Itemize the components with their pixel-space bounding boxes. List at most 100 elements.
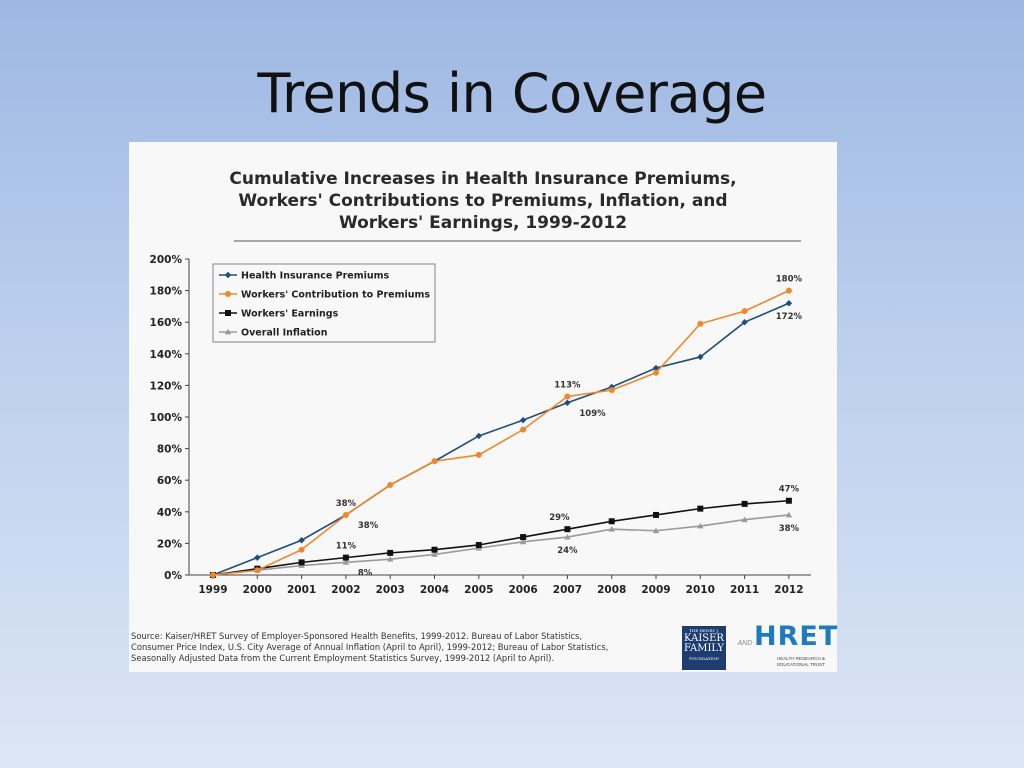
data-point — [741, 516, 748, 523]
y-tick-label: 20% — [157, 538, 183, 550]
data-label: 24% — [557, 546, 578, 556]
data-point — [387, 556, 394, 562]
data-point — [741, 500, 748, 507]
data-point — [697, 505, 704, 512]
hret-sub-line-1: HEALTH RESEARCH & — [777, 656, 825, 661]
series-line — [212, 499, 789, 576]
chart-title: Cumulative Increases in Health Insurance… — [129, 168, 837, 234]
data-point — [431, 458, 438, 465]
legend-label: Health Insurance Premiums — [241, 271, 390, 282]
line-chart: 0% 20% 40% 60% 80% 100% 120% 140% 160% 180% 200% 19… — [150, 240, 811, 596]
data-label: 38% — [779, 524, 800, 534]
data-point — [785, 287, 792, 294]
data-point — [431, 546, 438, 553]
data-label: 109% — [579, 409, 606, 419]
series-line — [212, 514, 789, 576]
data-point — [564, 399, 571, 406]
source-line-1: Source: Kaiser/HRET Survey of Employer-S… — [131, 631, 583, 641]
x-tick-label: 2007 — [553, 584, 582, 596]
source-line-2: Consumer Price Index, U.S. City Average … — [131, 642, 609, 652]
data-point — [608, 387, 615, 394]
kaiser-family-foundation-logo: THE HENRY J. KAISER FAMILY FOUNDATION — [682, 626, 726, 670]
data-point — [697, 522, 704, 529]
hret-logo: HRET — [754, 621, 839, 652]
data-point — [697, 353, 704, 361]
legend-marker — [224, 271, 232, 279]
data-label: 11% — [336, 542, 357, 552]
x-tick-label: 2001 — [287, 584, 316, 596]
y-tick-label: 180% — [150, 286, 183, 298]
data-point — [785, 300, 793, 307]
y-tick-label: 140% — [150, 349, 183, 361]
legend-label: Workers' Earnings — [241, 309, 339, 320]
data-point — [608, 525, 615, 532]
y-tick-label: 0% — [164, 570, 182, 582]
x-tick-label: 2008 — [597, 584, 626, 596]
data-point — [697, 320, 704, 327]
data-label: 113% — [554, 380, 581, 390]
hret-sub-line-2: EDUCATIONAL TRUST — [777, 662, 825, 667]
data-label: 38% — [336, 499, 357, 509]
x-tick-label: 2010 — [686, 584, 715, 596]
data-label: 29% — [549, 513, 570, 523]
kff-logo-line-1: KAISER — [684, 633, 724, 644]
data-point — [431, 551, 438, 557]
data-point — [653, 511, 659, 518]
data-point — [608, 518, 615, 525]
data-point — [210, 572, 216, 578]
series-line — [212, 302, 790, 576]
y-tick-label: 200% — [150, 254, 183, 266]
data-point — [785, 497, 792, 504]
data-point — [653, 369, 659, 376]
data-point — [520, 426, 527, 433]
data-point — [520, 534, 527, 541]
legend-marker — [225, 310, 231, 316]
chart-panel: Cumulative Increases in Health Insurance… — [129, 142, 837, 672]
data-point — [519, 416, 527, 424]
data-label: 8% — [358, 568, 373, 578]
x-tick-label: 2009 — [641, 584, 670, 596]
data-point — [475, 541, 482, 548]
data-point — [342, 559, 350, 565]
x-tick-label: 2004 — [420, 584, 449, 596]
x-tick-label: 2002 — [331, 584, 360, 596]
y-tick-label: 100% — [150, 412, 183, 424]
y-tick-label: 80% — [157, 444, 183, 456]
data-point — [475, 432, 482, 440]
x-tick-label: 2006 — [508, 584, 537, 596]
kff-logo-line-3: FOUNDATION — [689, 656, 719, 661]
source-line-3: Seasonally Adjusted Data from the Curren… — [131, 653, 555, 663]
data-point — [652, 527, 660, 534]
data-point — [298, 537, 305, 544]
data-point — [652, 364, 660, 372]
y-tick-label: 60% — [157, 475, 183, 487]
y-tick-label: 40% — [157, 507, 183, 519]
x-tick-label: 2003 — [376, 584, 405, 596]
data-point — [741, 308, 748, 315]
data-point — [564, 526, 571, 533]
data-point — [564, 393, 571, 400]
x-tick-label: 1999 — [198, 584, 227, 596]
legend-label: Overall Inflation — [241, 328, 328, 339]
logo-and-text: AND — [737, 640, 753, 647]
x-tick-label: 2012 — [774, 584, 803, 596]
legend-marker — [225, 291, 231, 297]
data-point — [564, 533, 571, 540]
chart-title-line-1: Cumulative Increases in Health Insurance… — [229, 169, 737, 189]
data-point — [387, 481, 394, 488]
data-point — [342, 511, 349, 518]
x-tick-label: 2011 — [730, 584, 759, 596]
data-label: 47% — [779, 485, 800, 495]
legend-label: Workers' Contribution to Premiums — [241, 290, 430, 301]
slide-title: Trends in Coverage — [257, 62, 767, 125]
data-point — [342, 554, 349, 561]
data-point — [741, 319, 748, 326]
kff-logo-line-2: FAMILY — [683, 643, 725, 654]
data-point — [254, 554, 261, 561]
data-point — [298, 559, 305, 566]
chart-title-line-2: Workers' Contributions to Premiums, Infl… — [238, 191, 728, 211]
data-point — [298, 546, 305, 553]
data-point — [254, 567, 261, 574]
data-label: 38% — [358, 521, 379, 531]
y-tick-label: 160% — [150, 317, 183, 329]
